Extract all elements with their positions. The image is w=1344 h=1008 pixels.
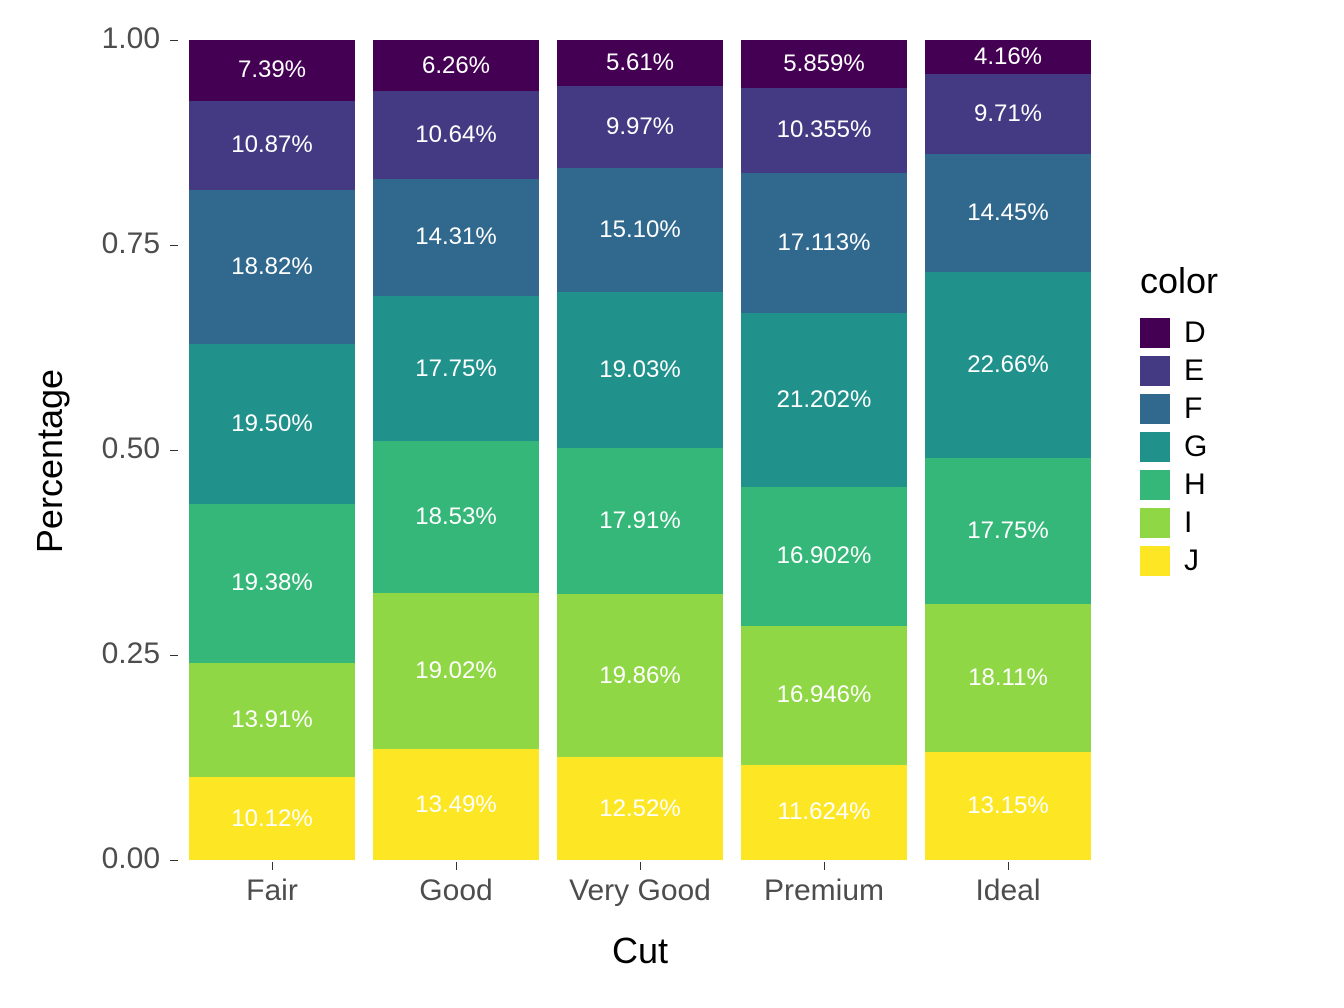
bar-segment [557, 757, 723, 860]
legend-swatch [1140, 394, 1170, 424]
y-axis-title: Percentage [29, 361, 71, 561]
legend-item: G [1140, 430, 1218, 464]
legend-label: G [1184, 430, 1207, 464]
bar-segment [189, 344, 355, 504]
legend-item: F [1140, 392, 1218, 426]
legend-item: E [1140, 354, 1218, 388]
bar-segment [741, 626, 907, 765]
bar-segment [557, 448, 723, 595]
legend-swatch [1140, 546, 1170, 576]
bar-segment [373, 749, 539, 860]
bar-segment [741, 40, 907, 88]
y-tick-label: 0.50 [90, 432, 160, 466]
y-tick-mark [170, 40, 178, 41]
bar-segment [557, 86, 723, 168]
legend-label: H [1184, 468, 1206, 502]
bar-segment [925, 752, 1091, 860]
bar-segment [373, 40, 539, 91]
legend-swatch [1140, 508, 1170, 538]
legend-label: I [1184, 506, 1192, 540]
x-tick-label: Fair [246, 874, 298, 908]
bar-segment [373, 296, 539, 442]
bar-segment [741, 487, 907, 626]
bar-segment [925, 604, 1091, 753]
bar-segment [557, 168, 723, 292]
bar-segment [189, 190, 355, 344]
bar-segment [925, 40, 1091, 74]
bar-segment [925, 458, 1091, 604]
x-tick-label: Premium [764, 874, 884, 908]
bar-segment [741, 313, 907, 487]
bar-segment [557, 40, 723, 86]
y-tick-mark [170, 860, 178, 861]
x-tick-label: Very Good [569, 874, 711, 908]
bar-segment [189, 663, 355, 777]
bar-segment [557, 292, 723, 448]
legend-swatch [1140, 470, 1170, 500]
legend-swatch [1140, 432, 1170, 462]
legend: color DEFGHIJ [1140, 260, 1218, 582]
legend-title: color [1140, 260, 1218, 302]
legend-swatch [1140, 356, 1170, 386]
legend-item: I [1140, 506, 1218, 540]
bar-segment [557, 594, 723, 757]
legend-swatch [1140, 318, 1170, 348]
y-tick-label: 0.75 [90, 227, 160, 261]
x-tick-mark [456, 862, 457, 870]
bar-segment [741, 88, 907, 173]
y-tick-mark [170, 655, 178, 656]
legend-label: F [1184, 392, 1202, 426]
legend-item: H [1140, 468, 1218, 502]
x-tick-mark [824, 862, 825, 870]
bar-segment [189, 101, 355, 190]
bar-segment [373, 91, 539, 178]
y-tick-label: 1.00 [90, 22, 160, 56]
bar-segment [373, 179, 539, 296]
y-tick-label: 0.00 [90, 842, 160, 876]
bar-segment [189, 777, 355, 860]
legend-item: J [1140, 544, 1218, 578]
x-tick-mark [640, 862, 641, 870]
bar-segment [373, 441, 539, 593]
bar-segment [189, 40, 355, 101]
legend-label: J [1184, 544, 1199, 578]
bar-segment [741, 173, 907, 313]
x-axis-title: Cut [580, 930, 700, 972]
bar-segment [373, 593, 539, 749]
bar-segment [741, 765, 907, 860]
legend-label: D [1184, 316, 1206, 350]
x-tick-label: Ideal [975, 874, 1040, 908]
y-tick-mark [170, 450, 178, 451]
bar-segment [925, 272, 1091, 458]
x-tick-mark [1008, 862, 1009, 870]
y-tick-mark [170, 245, 178, 246]
legend-label: E [1184, 354, 1204, 388]
legend-item: D [1140, 316, 1218, 350]
bar-segment [925, 154, 1091, 273]
x-tick-mark [272, 862, 273, 870]
x-tick-label: Good [419, 874, 492, 908]
chart-container: Percentage 0.00 0.25 0.50 0.75 1.00 Fair Good… [0, 0, 1344, 1008]
y-tick-label: 0.25 [90, 637, 160, 671]
bar-segment [925, 74, 1091, 154]
bar-segment [189, 504, 355, 663]
